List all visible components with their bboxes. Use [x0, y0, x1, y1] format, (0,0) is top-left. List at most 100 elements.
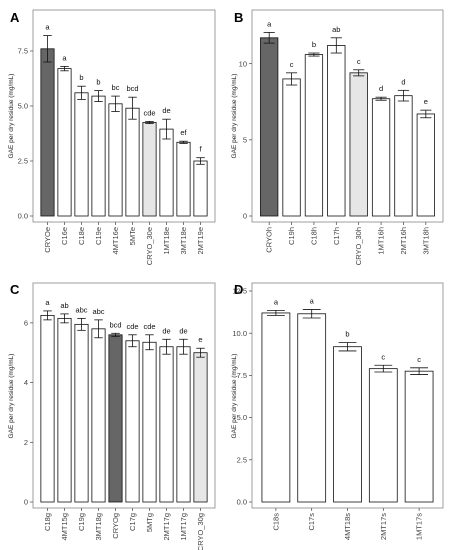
x-tick-label: 1MT17s	[415, 513, 424, 540]
significance-label: b	[79, 73, 83, 82]
chart-panel-c: C GAE per dry residue (mg/mL) 0 2 4 6 a C18g ab 4…	[8, 282, 216, 550]
y-tick-label: 2	[24, 438, 28, 447]
bar	[193, 352, 208, 503]
x-tick-label: 2MT17g	[162, 513, 171, 541]
bar	[40, 48, 55, 217]
significance-label: cde	[143, 108, 155, 117]
significance-label: f	[199, 145, 202, 154]
y-tick-label: 12.5	[232, 287, 247, 296]
bar	[368, 368, 398, 503]
bar	[282, 78, 301, 217]
x-tick-label: CRYOh	[265, 227, 274, 253]
y-tick-label: 0.0	[237, 498, 247, 507]
x-tick-label: 4MT18s	[343, 513, 352, 540]
x-tick-label: 4MT16e	[111, 227, 120, 255]
x-tick-label: 2MT16h	[399, 227, 408, 255]
x-tick-label: CRYOg	[111, 513, 120, 539]
chart-panel-b: B GAE per dry residue (mg/mL) 0 5 10 a CRYOh c C…	[231, 9, 444, 265]
y-tick-label: 2.5	[237, 455, 247, 464]
significance-label: ef	[180, 128, 187, 137]
y-tick-label: 0	[243, 212, 247, 221]
significance-label: ab	[332, 25, 340, 34]
significance-label: d	[401, 77, 405, 86]
y-tick-label: 0	[24, 498, 28, 507]
bar	[125, 340, 140, 503]
chart-panel-d: D GAE per dry residue (mg/mL) 0.0 2.5 5.0 7.5…	[231, 282, 444, 540]
x-tick-label: 3MT18g	[94, 513, 103, 541]
x-tick-label: 3MT18e	[179, 227, 188, 255]
significance-label: abc	[92, 307, 104, 316]
x-tick-label: 1MT18e	[162, 227, 171, 255]
x-tick-label: C17h	[332, 227, 341, 245]
bar	[371, 98, 391, 217]
y-tick-label: 2.5	[18, 157, 28, 166]
x-tick-label: 3MT18h	[421, 227, 430, 255]
bar	[404, 370, 434, 503]
x-tick-label: C17g	[128, 513, 137, 531]
panel-letter: B	[234, 10, 243, 25]
x-tick-label: 5MTg	[145, 513, 154, 532]
y-tick-label: 0.0	[18, 212, 28, 221]
y-tick-label: 5	[243, 135, 247, 144]
bar	[394, 95, 413, 217]
bar	[74, 92, 89, 217]
significance-label: de	[162, 106, 170, 115]
x-tick-label: C19g	[77, 513, 86, 531]
x-tick-label: 2MT17s	[379, 513, 388, 540]
bar	[74, 323, 89, 503]
bar	[142, 341, 157, 503]
y-tick-label: 5.0	[18, 102, 28, 111]
significance-label: a	[45, 298, 50, 307]
significance-label: b	[96, 78, 100, 87]
y-axis-title: GAE per dry residue (mg/mL)	[231, 74, 238, 159]
significance-label: bcd	[109, 320, 121, 329]
significance-label: c	[381, 352, 385, 361]
significance-label: c	[417, 355, 421, 364]
x-tick-label: CRYO_30g	[196, 513, 205, 550]
bar	[176, 346, 191, 503]
bar	[327, 45, 346, 217]
x-tick-label: C19e	[94, 227, 103, 245]
y-tick-label: 7.5	[237, 371, 247, 380]
significance-label: c	[357, 57, 361, 66]
significance-label: cde	[126, 322, 138, 331]
significance-label: b	[312, 40, 316, 49]
x-tick-label: CRYOe	[43, 227, 52, 253]
panel-letter: D	[234, 282, 243, 297]
y-axis-title: GAE per dry residue (mg/mL)	[8, 74, 15, 159]
significance-label: d	[379, 84, 383, 93]
panel-letter: A	[10, 10, 20, 25]
x-tick-label: C18s	[271, 513, 280, 531]
x-tick-label: CRYO_30h	[354, 227, 363, 265]
significance-label: a	[45, 23, 50, 32]
bar	[142, 122, 157, 217]
plot-frame	[32, 9, 216, 223]
x-tick-label: 4MT15g	[60, 513, 69, 541]
bar	[416, 113, 435, 217]
significance-label: bc	[112, 83, 120, 92]
chart-panel-a: A GAE per dry residue (mg/mL) 0.0 2.5 5.0 7.5…	[8, 9, 216, 265]
significance-label: ab	[60, 301, 68, 310]
y-axis-title: GAE per dry residue (mg/mL)	[8, 354, 15, 439]
bar	[304, 54, 324, 217]
bar	[57, 317, 72, 503]
bar	[91, 95, 106, 217]
x-tick-label: C17s	[307, 513, 316, 531]
significance-label: a	[267, 19, 272, 28]
significance-label: bcd	[126, 84, 138, 93]
significance-label: e	[424, 97, 428, 106]
significance-label: e	[198, 335, 202, 344]
significance-label: cde	[143, 322, 155, 331]
bar	[349, 72, 368, 217]
bar	[40, 314, 55, 503]
bar	[91, 328, 106, 503]
bar	[260, 37, 279, 217]
x-tick-label: C18e	[77, 227, 86, 245]
bar	[108, 334, 123, 503]
bar	[159, 346, 174, 503]
significance-label: a	[310, 297, 315, 306]
x-tick-label: C18h	[309, 227, 318, 245]
significance-label: b	[345, 329, 349, 338]
x-tick-label: C16e	[60, 227, 69, 245]
